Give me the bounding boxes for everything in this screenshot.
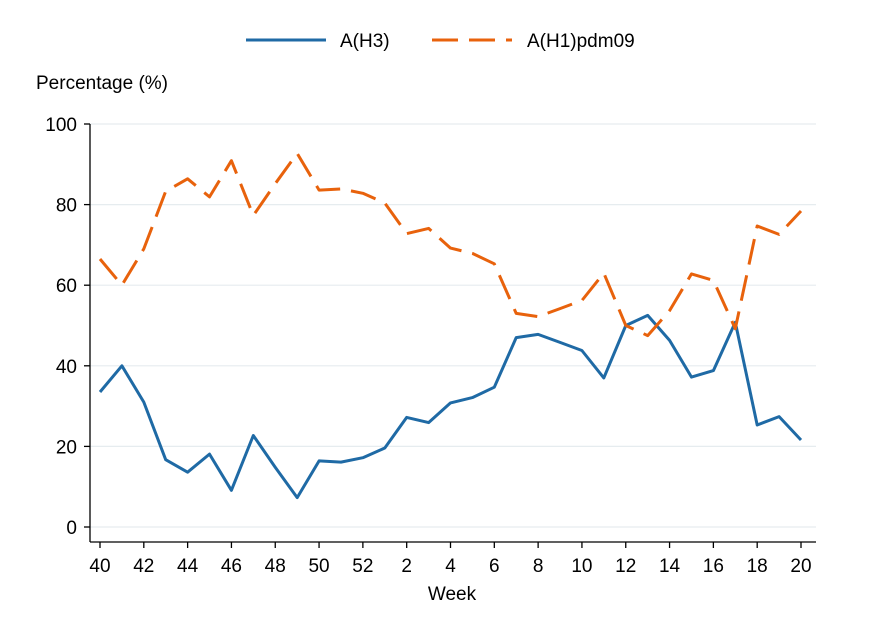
- y-tick-label: 0: [66, 518, 77, 539]
- x-tick-label: 8: [533, 556, 544, 577]
- x-tick-label: 46: [221, 556, 242, 577]
- x-tick-label: 18: [747, 556, 768, 577]
- series-line-a-h1pdm09: [98, 151, 803, 338]
- x-tick-label: 40: [89, 556, 110, 577]
- x-axis-label: Week: [428, 584, 477, 605]
- x-axis-ticks: 40 42 44 46 48 50 52 2 4 6 8 10 12 14 16 18 20: [89, 542, 812, 577]
- x-tick-label: 44: [177, 556, 199, 577]
- y-tick-label: 40: [56, 357, 77, 378]
- x-tick-label: 50: [308, 556, 329, 577]
- x-tick-label: 4: [445, 556, 456, 577]
- y-tick-label: 100: [45, 115, 77, 136]
- x-tick-label: 52: [352, 556, 373, 577]
- grid-lines: [90, 123, 816, 528]
- x-tick-label: 2: [401, 556, 412, 577]
- legend-label: A(H1)pdm09: [527, 31, 635, 52]
- series-line-a-h3: [98, 313, 803, 500]
- x-tick-label: 12: [615, 556, 636, 577]
- x-tick-label: 10: [571, 556, 592, 577]
- y-axis-label: Percentage (%): [36, 73, 168, 94]
- x-tick-label: 20: [790, 556, 811, 577]
- series-lines: [98, 151, 803, 500]
- x-tick-label: 6: [489, 556, 500, 577]
- x-tick-label: 48: [265, 556, 286, 577]
- y-tick-label: 20: [56, 437, 77, 458]
- y-tick-label: 80: [56, 196, 77, 217]
- legend: A(H3) A(H1)pdm09: [246, 31, 635, 52]
- x-tick-label: 42: [133, 556, 154, 577]
- legend-label: A(H3): [340, 31, 390, 52]
- y-axis-ticks: 0 20 40 60 80 100: [45, 115, 90, 539]
- x-tick-label: 16: [703, 556, 724, 577]
- y-tick-label: 60: [56, 276, 77, 297]
- x-tick-label: 14: [659, 556, 681, 577]
- axes: [89, 124, 816, 543]
